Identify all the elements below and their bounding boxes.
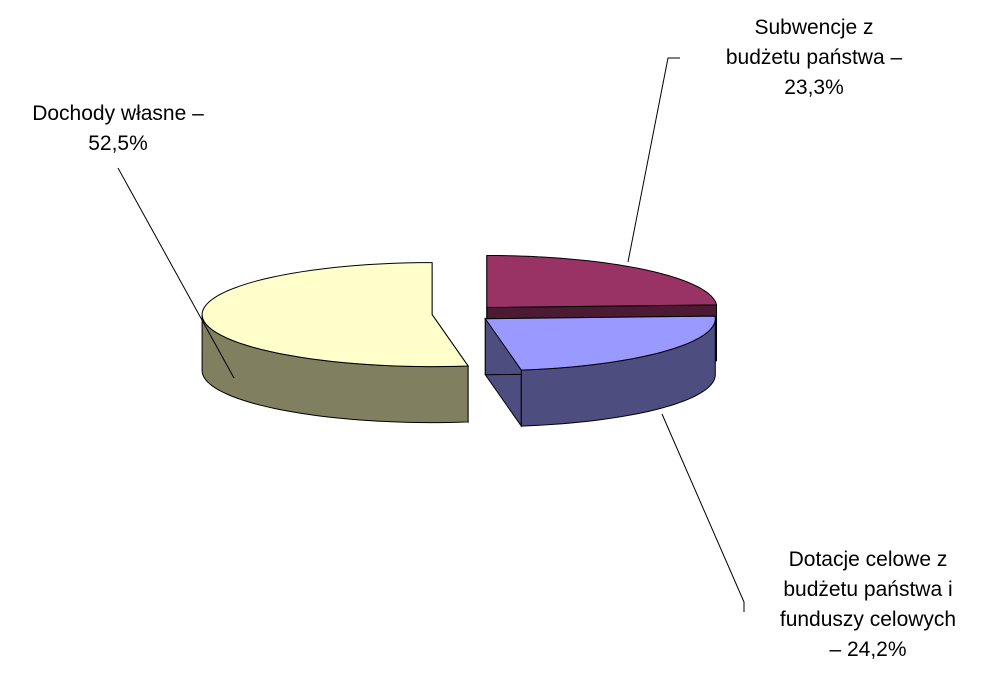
data-labels: Dochody własne – 52,5% Subwencje z budżetu … <box>32 16 956 661</box>
leader-lines <box>117 57 745 612</box>
data-label-3-line-1: Dotacje celowe z <box>789 548 948 571</box>
data-label-3-line-3: funduszy celowych <box>780 608 956 631</box>
pie-slice-2-top <box>484 315 716 371</box>
slices-layer <box>201 254 718 428</box>
data-label-2-line-3: 23,3% <box>784 76 844 99</box>
data-label-3-line-2: budżetu państwa i <box>783 578 952 601</box>
pie-slice-1 <box>201 262 470 424</box>
leader-line-3 <box>661 413 745 612</box>
pie-slice-3-top <box>486 254 718 308</box>
data-label-1-line-2: 52,5% <box>88 132 148 155</box>
pie-slice-2 <box>484 315 716 428</box>
data-label-3-line-4: – 24,2% <box>829 638 906 661</box>
leader-line-1 <box>117 167 235 379</box>
data-label-1: Dochody własne – 52,5% <box>32 102 204 155</box>
data-label-3: Dotacje celowe z budżetu państwa i fundusz… <box>780 548 956 661</box>
data-label-2-line-1: Subwencje z <box>754 16 873 39</box>
data-label-1-line-1: Dochody własne – <box>32 102 204 125</box>
pie-slice-1-top <box>201 262 470 368</box>
data-label-2: Subwencje z budżetu państwa – 23,3% <box>726 16 903 99</box>
data-label-2-line-2: budżetu państwa – <box>726 46 903 69</box>
leader-line-2 <box>627 57 680 263</box>
